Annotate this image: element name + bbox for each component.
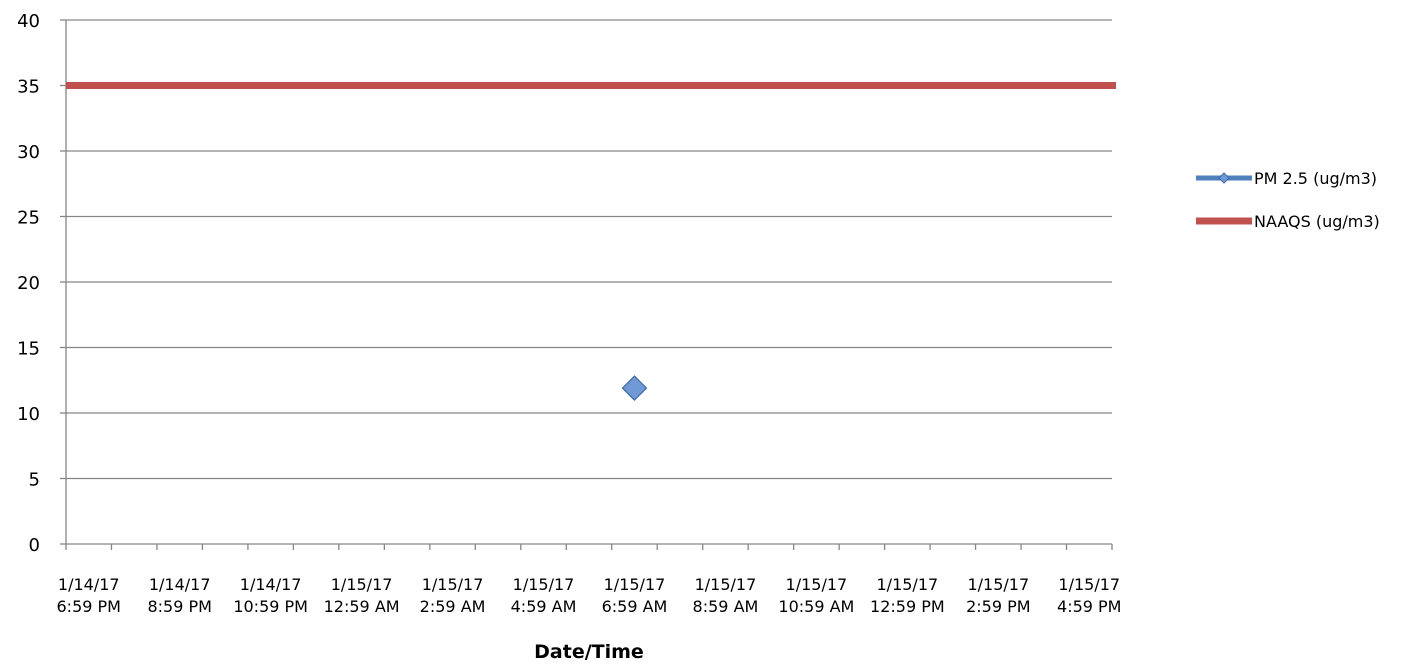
- x-tick-label: 1/15/17 10:59 AM: [778, 575, 854, 616]
- legend-item: PM 2.5 (ug/m3): [1196, 169, 1377, 188]
- x-tick-label: 1/15/17 2:59 AM: [420, 575, 486, 616]
- y-axis-tick-labels: 0 5 10 15 20 25 30 35 40: [17, 11, 40, 556]
- x-tick-label: 1/15/17 2:59 PM: [966, 575, 1030, 616]
- y-tick-label: 5: [29, 470, 40, 491]
- legend: PM 2.5 (ug/m3) NAAQS (ug/m3): [1196, 169, 1380, 231]
- series: [66, 82, 1116, 401]
- y-tick-label: 0: [29, 535, 40, 556]
- legend-label: PM 2.5 (ug/m3): [1254, 169, 1377, 188]
- y-tick-label: 35: [17, 77, 40, 98]
- y-tick-label: 20: [17, 273, 40, 294]
- legend-marker: [1218, 172, 1230, 184]
- x-tick-label: 1/15/17 12:59 PM: [870, 575, 945, 616]
- y-tick-label: 25: [17, 208, 40, 229]
- x-tick-label: 1/15/17 6:59 AM: [602, 575, 668, 616]
- x-tick-label: 1/14/17 8:59 PM: [147, 575, 211, 616]
- legend-label: NAAQS (ug/m3): [1254, 212, 1380, 231]
- y-tick-label: 30: [17, 142, 40, 163]
- axes: [60, 19, 1113, 550]
- x-tick-label: 1/15/17 12:59 AM: [324, 575, 400, 616]
- x-tick-label: 1/15/17 4:59 AM: [511, 575, 577, 616]
- x-tick-label: 1/15/17 4:59 PM: [1057, 575, 1121, 616]
- x-tick-label: 1/14/17 6:59 PM: [57, 575, 121, 616]
- y-tick-label: 15: [17, 339, 40, 360]
- data-point-diamond: [621, 375, 648, 401]
- legend-item: NAAQS (ug/m3): [1196, 212, 1380, 231]
- y-tick-label: 40: [17, 11, 40, 32]
- x-axis-tick-labels: 1/14/17 6:59 PM 1/14/17 8:59 PM 1/14/17 10:59…: [57, 575, 1122, 616]
- x-axis-title: Date/Time: [534, 641, 644, 663]
- x-tick-label: 1/14/17 10:59 PM: [233, 575, 308, 616]
- y-tick-label: 10: [17, 404, 40, 425]
- series-0: [621, 375, 648, 401]
- x-tick-label: 1/15/17 8:59 AM: [693, 575, 759, 616]
